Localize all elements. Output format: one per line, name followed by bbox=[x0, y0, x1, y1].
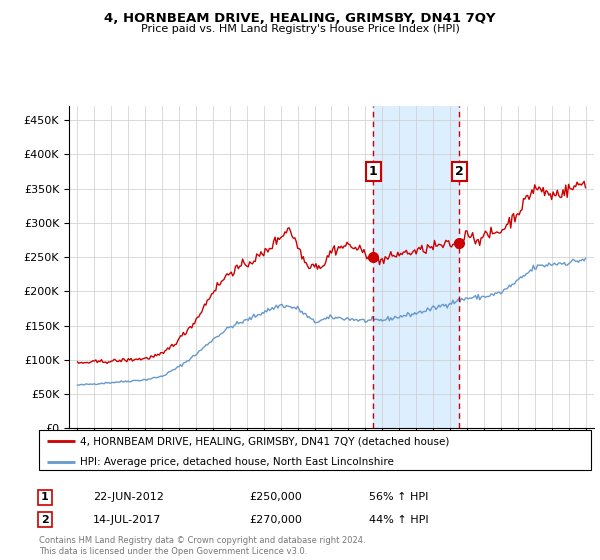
Text: 2: 2 bbox=[41, 515, 49, 525]
Text: 4, HORNBEAM DRIVE, HEALING, GRIMSBY, DN41 7QY (detached house): 4, HORNBEAM DRIVE, HEALING, GRIMSBY, DN4… bbox=[80, 436, 450, 446]
Text: HPI: Average price, detached house, North East Lincolnshire: HPI: Average price, detached house, Nort… bbox=[80, 456, 394, 466]
Text: 1: 1 bbox=[369, 165, 378, 178]
Text: 1: 1 bbox=[41, 492, 49, 502]
Text: £270,000: £270,000 bbox=[249, 515, 302, 525]
Text: £250,000: £250,000 bbox=[249, 492, 302, 502]
Text: Contains HM Land Registry data © Crown copyright and database right 2024.
This d: Contains HM Land Registry data © Crown c… bbox=[39, 536, 365, 556]
Text: 4, HORNBEAM DRIVE, HEALING, GRIMSBY, DN41 7QY: 4, HORNBEAM DRIVE, HEALING, GRIMSBY, DN4… bbox=[104, 12, 496, 25]
Text: 22-JUN-2012: 22-JUN-2012 bbox=[93, 492, 164, 502]
Text: 2: 2 bbox=[455, 165, 463, 178]
Text: 56% ↑ HPI: 56% ↑ HPI bbox=[369, 492, 428, 502]
Bar bbox=[373, 106, 459, 428]
Text: Price paid vs. HM Land Registry's House Price Index (HPI): Price paid vs. HM Land Registry's House … bbox=[140, 24, 460, 34]
Text: 44% ↑ HPI: 44% ↑ HPI bbox=[369, 515, 428, 525]
Text: 14-JUL-2017: 14-JUL-2017 bbox=[93, 515, 161, 525]
